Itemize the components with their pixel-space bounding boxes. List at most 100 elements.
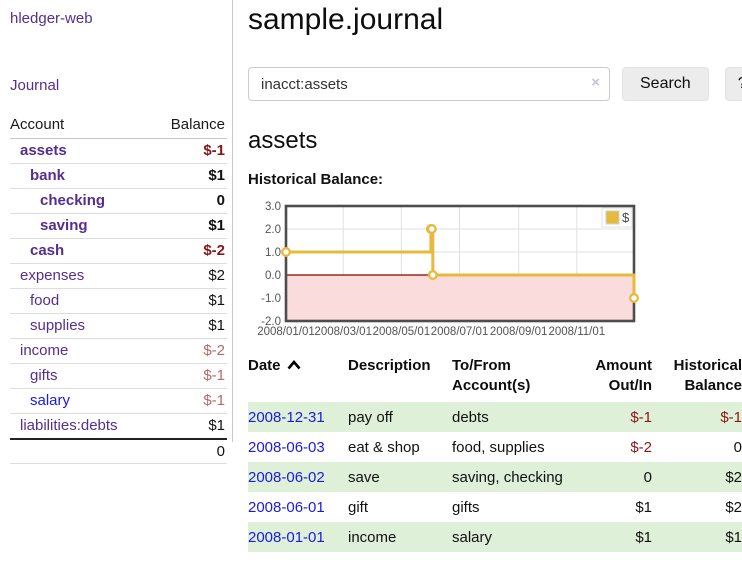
- account-name-cell: assets: [10, 138, 154, 164]
- account-link[interactable]: bank: [30, 167, 66, 184]
- register-amount-cell: $1: [574, 522, 652, 552]
- account-row: assets $-1: [10, 138, 227, 164]
- search-input[interactable]: [248, 67, 610, 101]
- account-balance: $1: [153, 163, 227, 189]
- account-link[interactable]: gifts: [30, 367, 58, 384]
- account-link[interactable]: salary: [30, 392, 71, 409]
- register-accounts-cell: food, supplies: [452, 439, 545, 456]
- account-balance: $1: [208, 417, 225, 434]
- nav-journal-link[interactable]: Journal: [10, 77, 60, 94]
- account-link[interactable]: checking: [40, 192, 106, 209]
- account-name-cell: income: [10, 338, 154, 364]
- transaction-date-link[interactable]: 2008-06-02: [248, 469, 325, 486]
- sort-asc-icon: [287, 360, 301, 370]
- register-description-cell: income: [348, 522, 452, 552]
- register-row: 2008-06-02 save saving, checking 0 $2: [248, 462, 742, 492]
- account-link[interactable]: assets: [20, 142, 67, 159]
- svg-text:1.0: 1.0: [265, 247, 281, 259]
- svg-text:2008/07/01: 2008/07/01: [431, 326, 489, 338]
- account-link[interactable]: cash: [30, 242, 65, 259]
- register-description-cell: gift: [348, 499, 369, 516]
- register-balance-cell: $2: [652, 462, 742, 492]
- account-name-cell: cash: [10, 238, 154, 264]
- account-balance: $-1: [153, 138, 227, 164]
- account-link[interactable]: supplies: [30, 317, 86, 334]
- register-table: Date Description To/From Account(s) Amount …: [248, 354, 742, 552]
- svg-text:2008/09/01: 2008/09/01: [490, 326, 548, 338]
- account-row: income $-2: [10, 338, 227, 364]
- svg-text:-2.0: -2.0: [261, 316, 281, 328]
- app-title-link[interactable]: hledger-web: [10, 10, 93, 27]
- account-name-cell: gifts: [10, 363, 154, 389]
- transaction-date-link[interactable]: 2008-12-31: [248, 409, 325, 426]
- svg-text:2008/01/01: 2008/01/01: [257, 326, 315, 338]
- main-content: sample.journal × Search ? assets Histori…: [233, 0, 742, 552]
- account-link[interactable]: liabilities:debts: [20, 417, 118, 434]
- register-row: 2008-01-01 income salary $1 $1: [248, 522, 742, 552]
- accounts-header-account: Account: [10, 112, 154, 139]
- account-balance: $1: [153, 288, 227, 314]
- account-balance: $1: [153, 313, 227, 339]
- register-date-cell: 2008-06-03: [248, 432, 348, 462]
- account-link[interactable]: saving: [40, 217, 88, 234]
- register-date-cell: 2008-12-31: [248, 402, 348, 432]
- account-row: saving $1: [10, 213, 227, 239]
- search-box: ×: [248, 67, 610, 101]
- accounts-table: Account Balance assets $-1 bank $1 checking 0…: [10, 112, 227, 464]
- account-name-cell: salary: [10, 388, 154, 414]
- account-name-cell: liabilities:debts: [10, 414, 153, 440]
- register-row: 2008-06-01 gift gifts $1 $2: [248, 492, 742, 522]
- register-amount-cell: 0: [574, 462, 652, 492]
- transaction-date-link[interactable]: 2008-06-01: [248, 499, 325, 516]
- register-balance-cell: $1: [652, 522, 742, 552]
- sidebar-nav: Journal: [10, 77, 227, 94]
- search-button[interactable]: Search: [622, 67, 709, 101]
- accounts-total-value: 0: [153, 438, 227, 464]
- svg-text:2.0: 2.0: [265, 224, 281, 236]
- accounts-header-balance: Balance: [153, 112, 227, 139]
- account-row: gifts $-1: [10, 363, 227, 389]
- register-col-description: Description: [348, 357, 431, 374]
- register-col-date[interactable]: Date: [248, 354, 348, 402]
- chart-label: Historical Balance:: [248, 171, 384, 188]
- help-button[interactable]: ?: [724, 67, 742, 101]
- account-name-cell: saving: [10, 213, 154, 239]
- account-balance: $1: [153, 213, 227, 239]
- page: hledger-web Journal Account Balance asse…: [0, 0, 742, 552]
- register-amount-cell: $1: [635, 499, 652, 516]
- transaction-date-link[interactable]: 2008-06-03: [248, 439, 325, 456]
- register-description-cell: save: [348, 462, 452, 492]
- register-amount-cell: $-1: [574, 402, 652, 432]
- account-balance: 0: [153, 188, 227, 214]
- accounts-total-spacer: [10, 438, 154, 464]
- account-link[interactable]: expenses: [20, 267, 85, 284]
- register-date-cell: 2008-06-01: [248, 492, 348, 522]
- svg-text:3.0: 3.0: [265, 201, 281, 213]
- register-date-cell: 2008-01-01: [248, 522, 348, 552]
- register-balance-cell: $2: [725, 499, 742, 516]
- transaction-date-link[interactable]: 2008-01-01: [248, 529, 325, 546]
- register-balance-cell: 0: [733, 439, 742, 456]
- account-row: liabilities:debts $1: [10, 414, 227, 440]
- svg-text:2008/03/01: 2008/03/01: [314, 326, 372, 338]
- register-accounts-cell: gifts: [452, 499, 480, 516]
- account-name-cell: expenses: [10, 263, 154, 289]
- account-link[interactable]: income: [20, 342, 69, 359]
- account-link[interactable]: food: [30, 292, 60, 309]
- svg-text:0.0: 0.0: [265, 270, 281, 282]
- sidebar: hledger-web Journal Account Balance asse…: [0, 0, 233, 464]
- account-title: assets: [248, 127, 318, 154]
- account-row: cash $-2: [10, 238, 227, 264]
- account-name-cell: bank: [10, 163, 154, 189]
- register-header-row: Date Description To/From Account(s) Amount …: [248, 354, 742, 402]
- account-row: checking 0: [10, 188, 227, 214]
- account-balance: $-2: [153, 238, 227, 264]
- account-balance: $2: [153, 263, 227, 289]
- register-description-cell: pay off: [348, 402, 452, 432]
- account-row: bank $1: [10, 163, 227, 189]
- account-row: supplies $1: [10, 313, 227, 339]
- account-name-cell: checking: [10, 188, 154, 214]
- clear-search-icon[interactable]: ×: [591, 74, 600, 91]
- register-accounts-cell: saving, checking: [452, 462, 574, 492]
